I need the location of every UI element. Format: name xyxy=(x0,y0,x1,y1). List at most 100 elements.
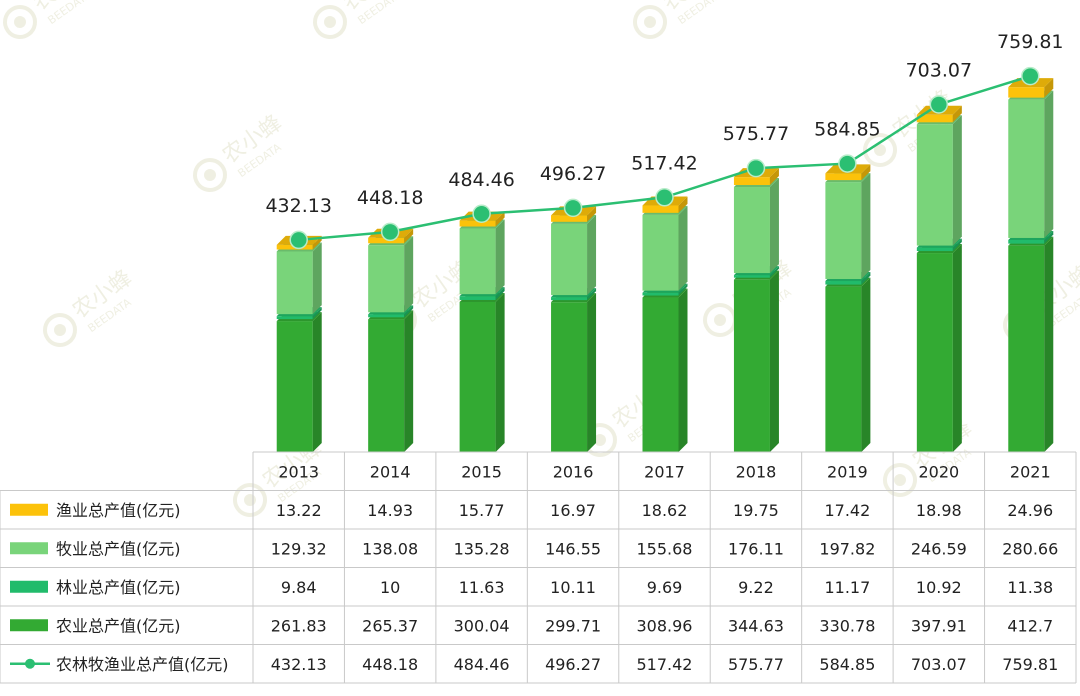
table-cell: 19.75 xyxy=(733,501,779,520)
table-cell: 703.07 xyxy=(911,655,967,674)
table-cell: 197.82 xyxy=(819,539,875,558)
table-cell: 146.55 xyxy=(545,539,601,558)
table-cell: 300.04 xyxy=(454,616,510,635)
table-cell: 13.22 xyxy=(276,501,322,520)
total-data-label: 759.81 xyxy=(997,31,1063,53)
bar-segment xyxy=(551,214,597,296)
total-point xyxy=(929,95,949,114)
total-point xyxy=(380,222,400,242)
table-cell: 138.08 xyxy=(362,539,418,558)
bar-segment xyxy=(1008,236,1054,452)
table-cell: 330.78 xyxy=(819,616,875,635)
table-cell: 280.66 xyxy=(1002,539,1058,558)
table-cell: 484.46 xyxy=(454,655,510,674)
table-cell: 24.96 xyxy=(1007,501,1053,520)
table-year-header: 2015 xyxy=(461,462,502,481)
table-cell: 344.63 xyxy=(728,616,784,635)
total-point xyxy=(472,204,491,224)
table-cell: 246.59 xyxy=(911,539,967,558)
table-cell: 155.68 xyxy=(637,539,693,558)
total-data-label: 432.13 xyxy=(265,195,331,217)
table-cell: 759.81 xyxy=(1002,655,1058,674)
legend-key xyxy=(10,580,48,593)
table-cell: 575.77 xyxy=(728,655,784,674)
bar-segment xyxy=(825,173,871,280)
table-row-label: 农林牧渔业总产值(亿元) xyxy=(56,655,229,674)
bar-segment xyxy=(1008,90,1054,238)
table-cell: 9.84 xyxy=(281,578,317,597)
bar-segment xyxy=(825,277,871,452)
table-cell: 11.17 xyxy=(824,578,870,597)
table-year-header: 2020 xyxy=(918,462,959,481)
table-cell: 11.63 xyxy=(459,578,505,597)
bar-segment xyxy=(368,236,414,313)
table-cell: 448.18 xyxy=(362,655,418,674)
table-year-header: 2014 xyxy=(370,462,411,481)
bar-segment xyxy=(733,270,779,452)
table-cell: 11.38 xyxy=(1007,578,1053,597)
table-cell: 517.42 xyxy=(637,655,693,674)
table-cell: 18.62 xyxy=(642,501,688,520)
total-data-label: 575.77 xyxy=(723,123,789,145)
bar-segment xyxy=(642,288,688,452)
total-point xyxy=(289,230,308,250)
table-cell: 176.11 xyxy=(728,539,784,558)
table-year-header: 2016 xyxy=(553,462,594,481)
table-cell: 16.97 xyxy=(550,501,596,520)
total-data-label: 703.07 xyxy=(906,59,972,81)
table-cell: 129.32 xyxy=(271,539,327,558)
table-cell: 9.69 xyxy=(647,578,683,597)
legend-key xyxy=(10,503,48,516)
table-year-header: 2018 xyxy=(736,462,777,481)
bars-layer xyxy=(276,78,1054,452)
table-cell: 10.92 xyxy=(916,578,962,597)
bar-segment xyxy=(642,205,688,291)
total-line-layer: 432.13 448.18 484.46 496.27 517.42 575.77 584.… xyxy=(265,31,1064,250)
table-cell: 17.42 xyxy=(824,501,870,520)
table-cell: 496.27 xyxy=(545,655,601,674)
table-cell: 10.11 xyxy=(550,578,596,597)
table-cell: 14.93 xyxy=(367,501,413,520)
table-cell: 299.71 xyxy=(545,616,601,635)
bar-segment xyxy=(276,242,322,315)
total-data-label: 484.46 xyxy=(448,169,514,191)
bar-segment xyxy=(459,219,505,295)
table-cell: 135.28 xyxy=(454,539,510,558)
total-point xyxy=(655,188,674,207)
table-cell: 432.13 xyxy=(271,655,327,674)
table-cell: 261.83 xyxy=(271,616,327,635)
table-cell: 15.77 xyxy=(459,501,505,520)
table-row-label: 林业总产值(亿元) xyxy=(56,578,181,597)
bar-segment xyxy=(459,292,505,452)
legend-key xyxy=(10,658,50,669)
table-cell: 308.96 xyxy=(637,616,693,635)
table-cell: 584.85 xyxy=(819,655,875,674)
bar-segment xyxy=(916,115,962,246)
table-cell: 265.37 xyxy=(362,616,418,635)
table-cell: 397.91 xyxy=(911,616,967,635)
table-year-header: 2021 xyxy=(1010,462,1051,481)
bar-segment xyxy=(276,312,322,452)
total-point xyxy=(1021,66,1040,86)
total-point xyxy=(563,198,583,218)
table-year-header: 2019 xyxy=(827,462,868,481)
table-cell: 9.22 xyxy=(738,578,774,597)
table-cell: 10 xyxy=(380,578,400,597)
data-table: 2013 2014 2015 2016 2017 2018 2019 2020 2021 渔业总产… xyxy=(0,451,1077,684)
bar-segment xyxy=(368,310,414,452)
legend-key xyxy=(10,542,48,555)
table-year-header: 2017 xyxy=(644,462,685,481)
total-data-label: 496.27 xyxy=(540,163,606,185)
bar-segment xyxy=(916,244,962,452)
bar-segment xyxy=(733,178,779,274)
total-data-label: 448.18 xyxy=(357,187,423,209)
total-data-label: 517.42 xyxy=(631,152,697,174)
table-cell: 412.7 xyxy=(1007,616,1053,635)
